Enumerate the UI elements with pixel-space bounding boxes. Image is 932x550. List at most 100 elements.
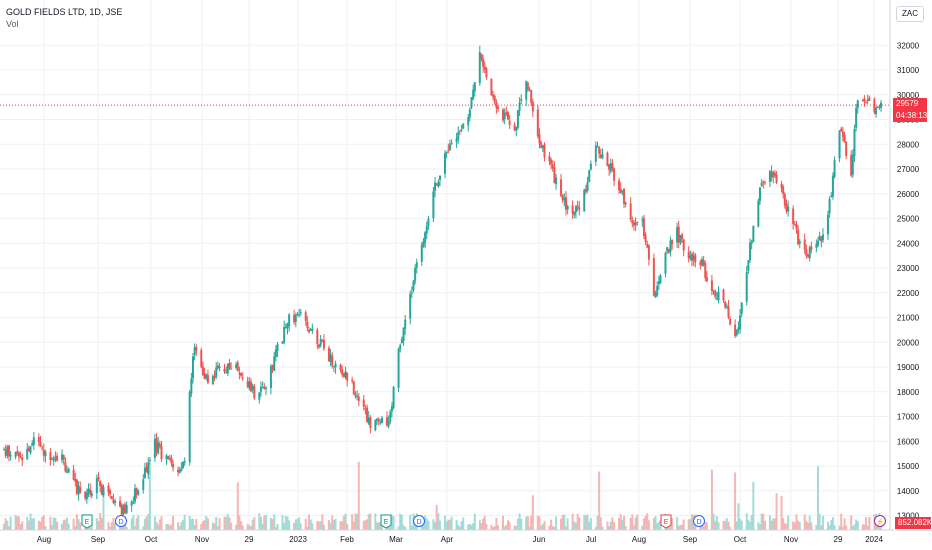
candle-body: [51, 458, 54, 460]
candle-body: [4, 449, 7, 456]
time-axis[interactable]: Aug Sep Oct Nov 29 2023 Feb Mar Apr Jun Jul Aug Sep O…: [37, 535, 884, 544]
candle-body: [472, 89, 475, 99]
candle-body: [17, 452, 20, 457]
volume-bar: [543, 520, 546, 530]
volume-bar: [178, 525, 181, 530]
candle-body: [259, 386, 262, 392]
volume-bar: [64, 519, 67, 530]
candle-body: [880, 102, 882, 108]
candle-body: [311, 328, 314, 331]
candle-body: [447, 149, 450, 151]
volume-bar: [821, 515, 824, 530]
volume-bar: [599, 517, 602, 530]
price-tick-label: 23000: [897, 264, 920, 273]
volume-bar: [798, 522, 801, 530]
volume-bar: [594, 526, 597, 530]
volume-bar: [820, 525, 823, 530]
time-tick-label: Aug: [37, 535, 51, 544]
candle-body: [339, 364, 342, 371]
volume-bar: [226, 513, 229, 530]
symbol-title[interactable]: GOLD FIELDS LTD, 1D, JSE: [6, 7, 123, 17]
candle-body: [641, 219, 644, 221]
dividend-marker[interactable]: D: [693, 515, 705, 527]
price-axis[interactable]: 13000 14000 15000 16000 17000 18000 19000 20000…: [897, 41, 920, 520]
candle-body: [357, 396, 360, 401]
candle-body: [876, 106, 879, 108]
event-markers[interactable]: E D E D E D ⚡: [81, 514, 886, 529]
candle-body: [56, 455, 59, 461]
candle-body: [16, 451, 19, 454]
candle-body: [317, 344, 320, 348]
candle-body: [682, 239, 685, 251]
volume-bar: [450, 516, 453, 530]
candle-body: [409, 293, 412, 319]
volume-bar: [201, 521, 204, 530]
candle-body: [482, 58, 485, 67]
volume-bar: [193, 524, 196, 530]
earnings-marker[interactable]: E: [380, 514, 392, 529]
candle-body: [294, 315, 297, 323]
candle-body: [868, 97, 871, 101]
candle-body: [102, 487, 105, 496]
currency-badge[interactable]: ZAC: [896, 6, 924, 22]
earnings-marker[interactable]: E: [81, 514, 93, 529]
volume-bar: [110, 522, 113, 530]
volume-bar: [308, 514, 311, 530]
volume-bar: [699, 524, 702, 530]
volume-bar: [399, 513, 402, 530]
volume-bar: [470, 525, 473, 530]
time-tick-label: Sep: [683, 535, 698, 544]
volume-bar: [367, 514, 370, 530]
candle-body: [821, 234, 824, 241]
candle-body: [346, 372, 349, 381]
volume-bar: [714, 521, 717, 530]
candle-body: [671, 239, 674, 244]
split-marker[interactable]: ⚡: [874, 515, 886, 527]
candle-body: [188, 392, 191, 463]
volume-bar: [515, 525, 518, 530]
event-marker-label: E: [664, 519, 669, 526]
candle-body: [49, 452, 52, 460]
price-tick-label: 26000: [897, 190, 920, 199]
candle-body: [31, 443, 34, 446]
candle-body: [586, 182, 589, 191]
volume-bar: [700, 525, 703, 530]
volume-bar: [619, 514, 622, 530]
candle-body: [7, 445, 10, 457]
candle-body: [177, 469, 180, 473]
volume-bar: [271, 519, 274, 530]
dividend-marker[interactable]: D: [413, 515, 425, 527]
volume-bar: [676, 517, 679, 530]
volume-bar: [248, 525, 251, 530]
volume-bar: [691, 514, 694, 530]
volume-bar: [168, 525, 171, 530]
earnings-marker[interactable]: E: [660, 514, 672, 529]
volume-bar: [427, 521, 430, 530]
dividend-marker[interactable]: D: [115, 515, 127, 527]
volume-bar: [77, 519, 80, 530]
volume-bar: [780, 495, 783, 530]
volume-bar: [473, 513, 476, 530]
candle-body: [553, 167, 556, 183]
candle-body: [458, 130, 461, 132]
volume-bar: [317, 521, 320, 530]
volume-bar: [757, 522, 760, 530]
candle-body: [757, 200, 760, 227]
candle-body: [288, 314, 291, 326]
currency-label: ZAC: [902, 9, 918, 18]
volume-bar: [379, 522, 382, 530]
volume-bar: [61, 523, 64, 530]
candle-body: [216, 365, 219, 369]
candle-body: [669, 240, 672, 252]
candle-body: [714, 290, 717, 297]
price-tick-label: 25000: [897, 215, 920, 224]
candle-body: [374, 419, 377, 431]
volume-bar: [737, 503, 740, 530]
volume-bar: [787, 515, 790, 530]
volume-indicator-label[interactable]: Vol: [6, 19, 19, 29]
volume-bar: [490, 524, 493, 530]
volume-bar: [157, 524, 160, 530]
candle-body: [831, 175, 834, 197]
volume-bar: [329, 523, 332, 530]
